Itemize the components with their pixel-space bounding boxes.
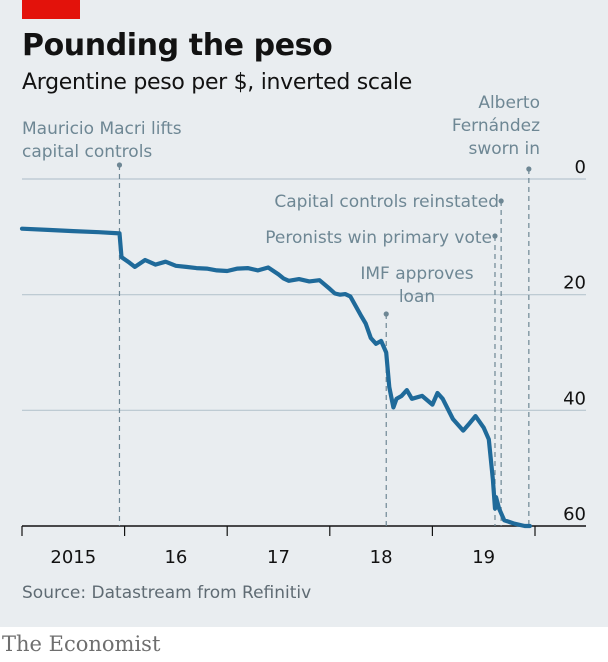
line-chart: 0 20 40 60 2015 16 17 18 19 Mauricio Macri lifts c… — [19, 93, 586, 568]
series-line-peso — [19, 226, 533, 529]
annotation-label: capital controls — [22, 142, 152, 162]
y-tick-label: 0 — [575, 157, 586, 178]
x-tick-label: 2015 — [50, 547, 96, 568]
chart-panel: Pounding the peso Argentine peso per $, … — [19, 0, 586, 603]
brand-red-tag — [22, 0, 80, 19]
y-tick-label: 40 — [563, 388, 586, 409]
annotation-dot — [383, 311, 389, 317]
annotation-label: Capital controls reinstated — [274, 192, 499, 212]
chart-subtitle: Argentine peso per $, inverted scale — [22, 70, 412, 95]
annotation-label: Peronists win primary vote — [265, 228, 492, 248]
annotation-dot — [498, 198, 504, 204]
y-tick-label: 20 — [563, 273, 586, 294]
annotation-label: Alberto — [478, 93, 540, 113]
x-tick-label: 17 — [267, 547, 290, 568]
chart-title: Pounding the peso — [22, 28, 333, 63]
annotation-dot — [526, 166, 532, 172]
annotation-dot — [492, 233, 498, 239]
x-tick-label: 19 — [472, 547, 495, 568]
x-tick-label: 16 — [164, 547, 187, 568]
annotation-label: Fernández — [452, 116, 540, 136]
annotation-dot — [116, 162, 123, 168]
annotation-label: loan — [399, 287, 435, 307]
annotation-label: sworn in — [468, 139, 540, 159]
x-tick-label: 18 — [370, 547, 393, 568]
footer: The Economist — [0, 627, 608, 662]
publisher-brand: The Economist — [2, 632, 161, 656]
annotation-label: IMF approves — [360, 264, 473, 284]
source-note: Source: Datastream from Refinitiv — [22, 583, 312, 603]
annotation-label: Mauricio Macri lifts — [22, 119, 182, 139]
y-tick-label: 60 — [563, 504, 586, 525]
